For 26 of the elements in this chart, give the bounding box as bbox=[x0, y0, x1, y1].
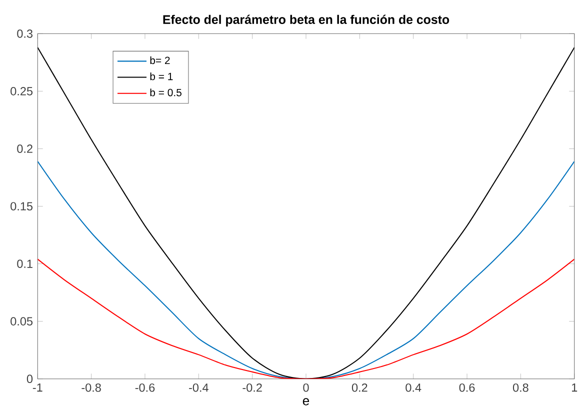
x-tick-label: 0.6 bbox=[459, 384, 475, 392]
chart-title: Efecto del parámetro beta en la función de costo bbox=[163, 14, 450, 27]
x-tick-label: 0.2 bbox=[352, 384, 368, 392]
x-tick-label: 1 bbox=[572, 384, 578, 392]
y-tick-label: 0.05 bbox=[10, 317, 33, 326]
x-tick-label: -0.4 bbox=[189, 384, 208, 392]
x-tick-label: 0 bbox=[303, 384, 309, 392]
line-series bbox=[38, 47, 574, 379]
x-axis-title: e bbox=[302, 398, 310, 406]
line-series bbox=[38, 160, 574, 379]
y-tick-label: 0.15 bbox=[10, 202, 33, 211]
y-tick-label: 0 bbox=[26, 374, 33, 384]
y-tick-label: 0.25 bbox=[10, 87, 33, 96]
x-tick-label: -0.6 bbox=[135, 384, 155, 392]
legend-label: b = 0.5 bbox=[150, 88, 182, 96]
legend-label: b = 1 bbox=[150, 72, 173, 80]
y-tick-label: 0.2 bbox=[17, 144, 32, 153]
y-tick-label: 0.3 bbox=[17, 30, 32, 38]
y-tick-label: 0.1 bbox=[17, 260, 32, 268]
x-tick-label: -0.8 bbox=[82, 384, 101, 392]
x-tick-label: 0.4 bbox=[406, 384, 422, 392]
line-series bbox=[38, 258, 574, 379]
legend-label: b= 2 bbox=[150, 56, 170, 64]
x-tick-label: -0.2 bbox=[242, 384, 262, 392]
x-tick-label: -1 bbox=[32, 384, 42, 392]
x-tick-label: 0.8 bbox=[512, 384, 528, 392]
